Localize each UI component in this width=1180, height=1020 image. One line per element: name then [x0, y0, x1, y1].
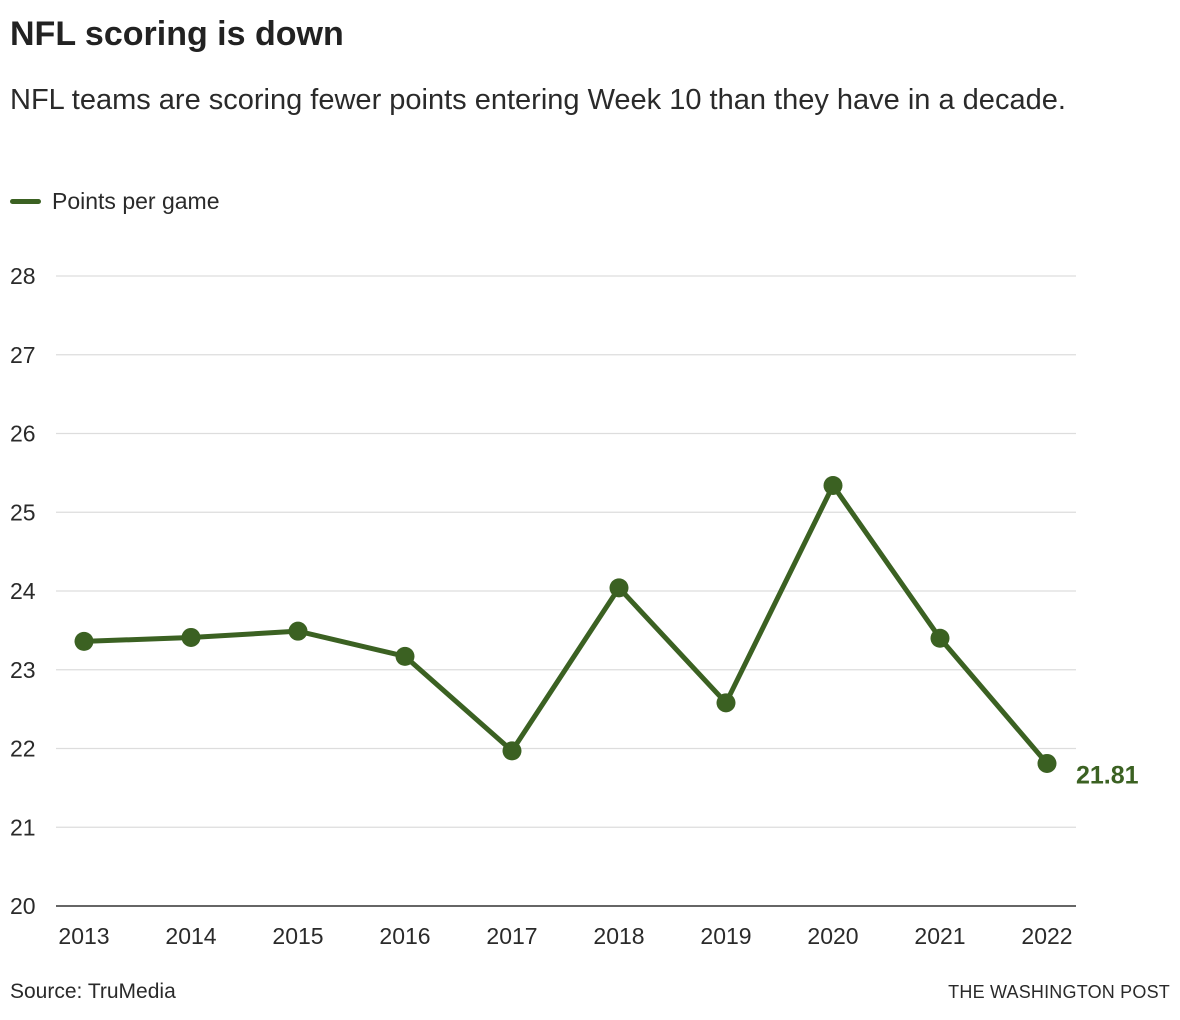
x-tick-label: 2013 — [58, 923, 109, 949]
y-tick-label: 24 — [10, 578, 36, 604]
chart-title: NFL scoring is down — [10, 15, 344, 53]
x-tick-label: 2022 — [1021, 923, 1072, 949]
x-tick-label: 2020 — [807, 923, 858, 949]
grid-layer — [56, 275, 1076, 907]
data-point — [395, 646, 415, 666]
data-point — [74, 631, 94, 651]
data-point — [930, 628, 950, 648]
data-point — [1037, 753, 1057, 773]
y-tick-label: 28 — [10, 263, 36, 289]
x-tick-label: 2021 — [914, 923, 965, 949]
data-point — [823, 475, 843, 495]
x-axis-ticks: 2013 2014 2015 2016 2017 2018 2019 2020 2021 2022 — [58, 923, 1072, 949]
x-tick-label: 2016 — [379, 923, 430, 949]
y-tick-label: 21 — [10, 814, 36, 840]
credit-logo-text: THE WASHINGTON POST — [948, 982, 1170, 1002]
data-point — [181, 627, 201, 647]
data-point — [288, 621, 308, 641]
y-tick-label: 27 — [10, 342, 36, 368]
series-line — [81, 482, 1050, 766]
x-tick-label: 2017 — [486, 923, 537, 949]
x-tick-label: 2018 — [593, 923, 644, 949]
y-tick-label: 20 — [10, 893, 36, 919]
data-point — [502, 741, 522, 761]
legend-swatch — [10, 198, 41, 204]
y-axis-ticks: 20 21 22 23 24 25 26 27 28 — [10, 263, 36, 919]
source-note: Source: TruMedia — [10, 980, 176, 1003]
y-tick-label: 25 — [10, 499, 36, 525]
x-tick-label: 2015 — [272, 923, 323, 949]
end-value-label: 21.81 — [1076, 761, 1139, 789]
y-tick-label: 23 — [10, 657, 36, 683]
data-point — [716, 693, 736, 713]
legend: Points per game — [10, 184, 219, 218]
series-layer — [81, 482, 1050, 766]
chart-subtitle: NFL teams are scoring fewer points enter… — [10, 84, 1066, 116]
y-tick-label: 22 — [10, 736, 36, 762]
point-layer — [74, 475, 1057, 773]
data-point — [609, 578, 629, 598]
legend-label: Points per game — [52, 187, 220, 214]
x-tick-label: 2019 — [700, 923, 751, 949]
y-tick-label: 26 — [10, 421, 36, 447]
label-layer: 21.81 — [1076, 761, 1139, 789]
x-tick-label: 2014 — [165, 923, 216, 949]
